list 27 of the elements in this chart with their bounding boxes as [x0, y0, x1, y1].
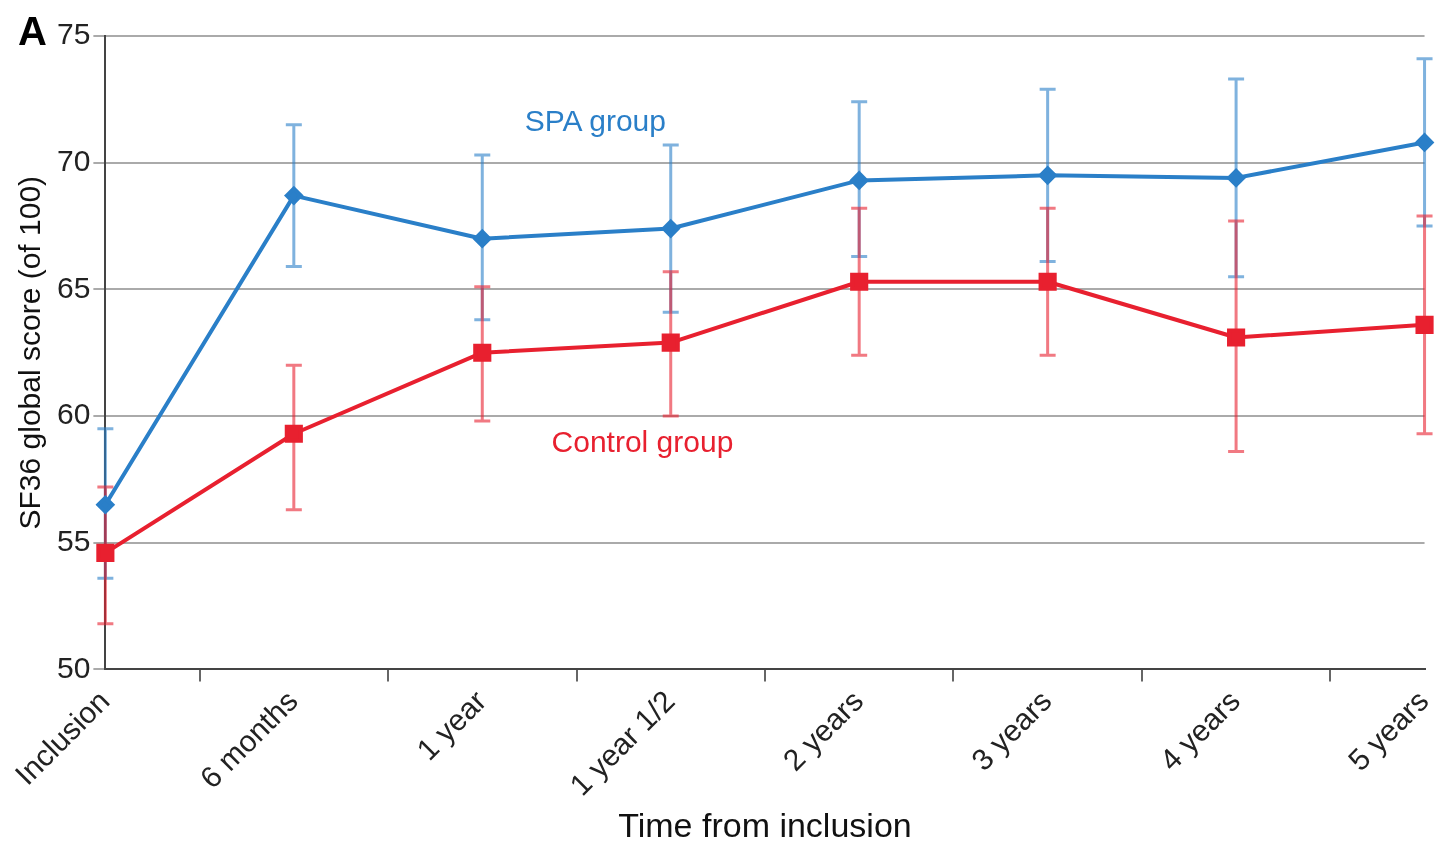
y-tick-label: 75 — [56, 17, 91, 51]
point — [473, 229, 492, 248]
y-tick-label: 65 — [56, 270, 91, 304]
point — [661, 219, 680, 238]
point — [661, 333, 680, 352]
point — [96, 543, 115, 562]
point — [96, 495, 115, 514]
text: Control group — [551, 425, 734, 459]
point — [284, 424, 303, 443]
point — [1415, 133, 1434, 152]
point — [1038, 166, 1057, 185]
y-tick-label: 70 — [56, 143, 91, 177]
point — [1227, 328, 1246, 347]
point — [1415, 315, 1434, 334]
x-axis-title: Time from inclusion — [618, 805, 912, 844]
point — [284, 186, 303, 205]
point — [1227, 168, 1246, 187]
point — [473, 343, 492, 362]
y-axis-title: SF36 global score (of 100) — [13, 175, 47, 530]
point — [850, 272, 869, 291]
text: SPA group — [524, 103, 666, 137]
y-tick-label: 55 — [56, 523, 91, 557]
text: A — [18, 9, 47, 54]
y-tick-label: 50 — [56, 650, 91, 684]
y-tick-label: 60 — [56, 397, 91, 431]
point — [1038, 272, 1057, 291]
point — [850, 171, 869, 190]
